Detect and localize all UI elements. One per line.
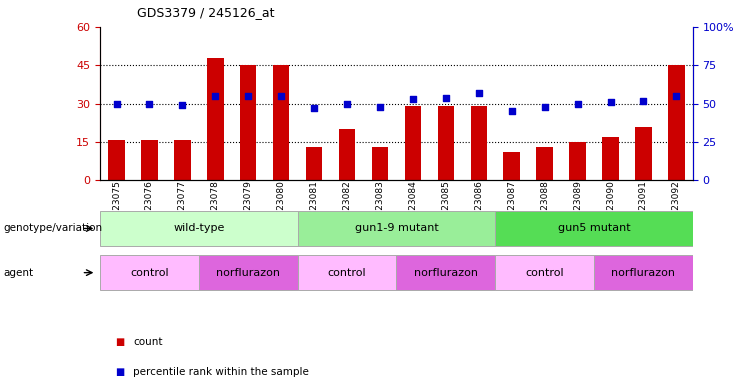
Point [110,101,122,107]
Bar [339,129,355,180]
Point [176,102,188,108]
Bar [298,255,396,290]
Text: ■: ■ [115,367,124,377]
Text: GSM323090: GSM323090 [606,180,615,235]
Bar [273,65,290,180]
Text: GDS3379 / 245126_at: GDS3379 / 245126_at [137,6,275,19]
Bar [569,142,586,180]
Bar [240,65,256,180]
Bar [108,139,124,180]
Point [605,99,617,105]
Text: GSM323088: GSM323088 [540,180,549,235]
Text: gun5 mutant: gun5 mutant [558,223,631,233]
Text: GSM323091: GSM323091 [639,180,648,235]
Text: GSM323076: GSM323076 [145,180,154,235]
Text: GSM323081: GSM323081 [310,180,319,235]
Point [539,104,551,110]
Text: GSM323075: GSM323075 [112,180,121,235]
Bar [100,255,199,290]
Text: norflurazon: norflurazon [611,268,676,278]
Bar [142,139,158,180]
Point [571,101,583,107]
Bar [100,211,298,246]
Bar [199,255,298,290]
Point [473,90,485,96]
Point [374,104,386,110]
Text: norflurazon: norflurazon [216,268,280,278]
Point [242,93,254,99]
Bar [594,255,693,290]
Text: GSM323086: GSM323086 [474,180,483,235]
Bar [174,139,190,180]
Bar [306,147,322,180]
Text: GSM323085: GSM323085 [442,180,451,235]
Bar [438,106,454,180]
Point [210,93,222,99]
Bar [298,211,495,246]
Point [671,93,682,99]
Point [637,98,649,104]
Point [275,93,287,99]
Text: GSM323077: GSM323077 [178,180,187,235]
Bar [635,127,651,180]
Point [341,101,353,107]
Text: GSM323080: GSM323080 [276,180,286,235]
Text: count: count [133,337,163,347]
Bar [495,255,594,290]
Text: control: control [328,268,366,278]
Bar [495,211,693,246]
Point [440,94,452,101]
Bar [536,147,553,180]
Bar [668,65,685,180]
Text: GSM323082: GSM323082 [342,180,351,235]
Point [308,105,320,111]
Text: wild-type: wild-type [173,223,225,233]
Bar [405,106,421,180]
Text: percentile rank within the sample: percentile rank within the sample [133,367,309,377]
Bar [396,255,495,290]
Bar [471,106,487,180]
Text: gun1-9 mutant: gun1-9 mutant [354,223,439,233]
Bar [207,58,224,180]
Bar [372,147,388,180]
Text: GSM323089: GSM323089 [573,180,582,235]
Text: norflurazon: norflurazon [413,268,478,278]
Point [144,101,156,107]
Point [407,96,419,102]
Text: control: control [525,268,564,278]
Text: GSM323078: GSM323078 [210,180,220,235]
Bar [602,137,619,180]
Point [506,108,518,114]
Text: control: control [130,268,169,278]
Text: agent: agent [4,268,34,278]
Text: GSM323087: GSM323087 [507,180,516,235]
Text: genotype/variation: genotype/variation [4,223,103,233]
Text: GSM323084: GSM323084 [408,180,417,235]
Text: GSM323092: GSM323092 [672,180,681,235]
Text: ■: ■ [115,337,124,347]
Text: GSM323083: GSM323083 [376,180,385,235]
Bar [503,152,520,180]
Text: GSM323079: GSM323079 [244,180,253,235]
